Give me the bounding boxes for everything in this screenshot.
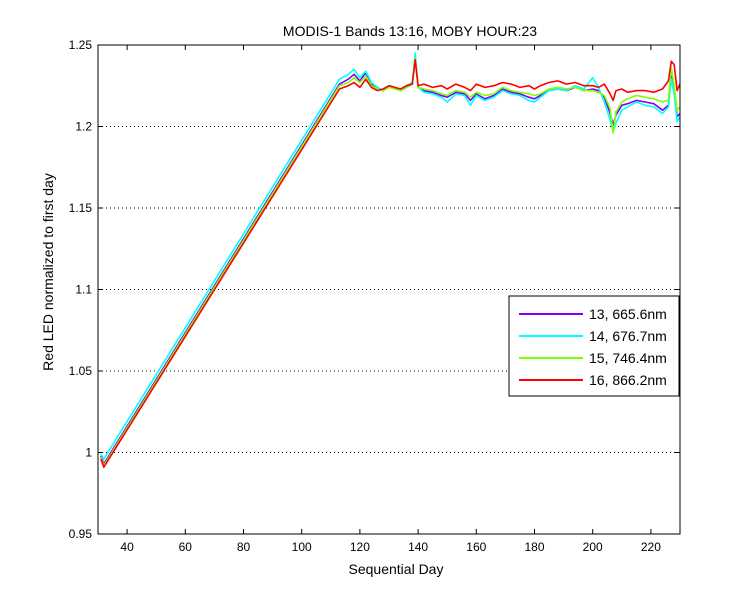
chart-title: MODIS-1 Bands 13:16, MOBY HOUR:23 — [283, 23, 537, 39]
y-tick-label: 1.25 — [69, 38, 93, 52]
x-tick-label: 160 — [466, 540, 486, 554]
x-tick-label: 120 — [350, 540, 370, 554]
x-tick-label: 200 — [583, 540, 603, 554]
x-axis: 40 60 80 100 120 140 160 180 200 220 — [120, 45, 661, 554]
legend: 13, 665.6nm 14, 676.7nm 15, 746.4nm 16, 866… — [508, 295, 680, 397]
x-tick-label: 60 — [179, 540, 193, 554]
y-axis-label: Red LED normalized to first day — [40, 173, 56, 371]
y-tick-label: 1.1 — [75, 283, 92, 297]
legend-label-2: 14, 676.7nm — [589, 328, 667, 344]
plot-area — [98, 45, 680, 534]
y-axis: 0.95 1 1.05 1.1 1.15 1.2 1.25 — [69, 38, 680, 541]
x-tick-label: 100 — [292, 540, 312, 554]
x-tick-label: 40 — [120, 540, 134, 554]
y-tick-label: 0.95 — [69, 527, 93, 541]
y-tick-label: 1.2 — [75, 120, 92, 134]
x-axis-label: Sequential Day — [349, 561, 444, 577]
x-tick-label: 180 — [524, 540, 544, 554]
legend-label-4: 16, 866.2nm — [589, 372, 667, 388]
data-series — [100, 52, 681, 469]
series-line-4 — [100, 58, 681, 469]
x-tick-label: 140 — [408, 540, 428, 554]
x-tick-label: 220 — [641, 540, 661, 554]
x-tick-label: 80 — [237, 540, 251, 554]
y-tick-label: 1.15 — [69, 201, 93, 215]
legend-label-3: 15, 746.4nm — [589, 350, 667, 366]
y-tick-label: 1.05 — [69, 364, 93, 378]
legend-label-1: 13, 665.6nm — [589, 306, 667, 322]
y-tick-label: 1 — [85, 446, 92, 460]
series-line-3 — [100, 57, 681, 467]
